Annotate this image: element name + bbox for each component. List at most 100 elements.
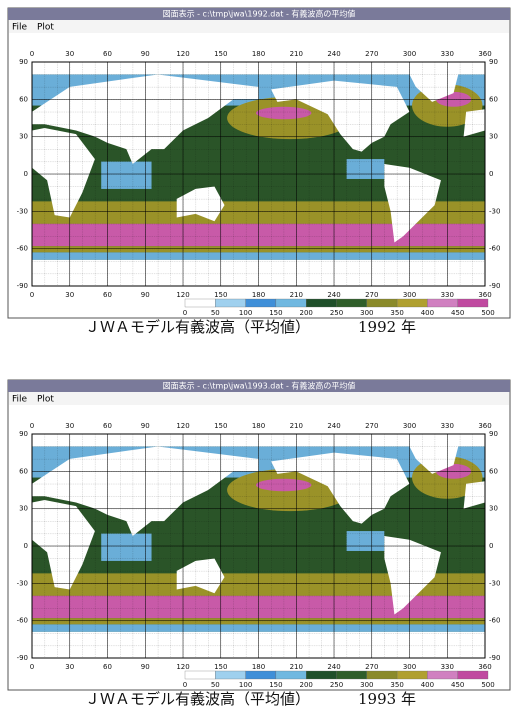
x-tick-label: 150 [214, 50, 227, 58]
y-tick-label: -30 [17, 207, 28, 215]
x-tick-label: 60 [103, 422, 112, 430]
caption: ＪＷＡモデル有義波高（平均値） [85, 690, 310, 708]
y-tick-label: 90 [19, 58, 28, 66]
colorbar-label: 50 [211, 681, 220, 689]
colorbar-label: 300 [360, 309, 373, 317]
caption-year: 1992 年 [358, 318, 416, 336]
x-tick-label: 90 [141, 50, 150, 58]
y-tick-label: 30 [19, 133, 28, 141]
y-tick-label: 90 [19, 430, 28, 438]
colorbar-label: 400 [421, 681, 434, 689]
menu-item[interactable]: Plot [37, 395, 54, 405]
x-tick-label: 120 [176, 422, 189, 430]
y-tick-label: -90 [489, 282, 500, 290]
colorbar-swatch [427, 298, 458, 308]
colorbar-swatch [275, 298, 307, 308]
x-tick-label: 240 [327, 663, 340, 671]
colorbar-swatch [275, 670, 307, 680]
x-tick-label: 210 [290, 291, 303, 299]
x-tick-label: 360 [478, 422, 491, 430]
colorbar-label: 100 [239, 309, 252, 317]
x-tick-label: 0 [30, 663, 34, 671]
colorbar-swatch [396, 670, 428, 680]
x-tick-label: 240 [327, 50, 340, 58]
colorbar-label: 0 [183, 309, 187, 317]
y-tick-label: -90 [17, 654, 28, 662]
colorbar-label: 150 [269, 309, 282, 317]
y-tick-label: 90 [489, 430, 498, 438]
colorbar-swatch [366, 298, 398, 308]
x-tick-label: 180 [252, 663, 265, 671]
colorbar-label: 350 [390, 309, 403, 317]
y-tick-label: 30 [489, 133, 498, 141]
y-tick-label: -30 [489, 207, 500, 215]
x-tick-label: 330 [441, 422, 454, 430]
colorbar-label: 250 [330, 309, 343, 317]
colorbar-label: 350 [390, 681, 403, 689]
x-tick-label: 270 [365, 291, 378, 299]
colorbar-swatch [184, 670, 216, 680]
y-tick-label: 90 [489, 58, 498, 66]
x-tick-label: 270 [365, 50, 378, 58]
x-tick-label: 330 [441, 663, 454, 671]
x-tick-label: 30 [65, 663, 74, 671]
colorbar-swatch [245, 298, 277, 308]
y-tick-label: 60 [19, 95, 28, 103]
y-tick-label: 60 [489, 95, 498, 103]
x-tick-label: 300 [403, 422, 416, 430]
x-tick-label: 300 [403, 663, 416, 671]
colorbar-swatch [427, 670, 458, 680]
colorbar-label: 500 [481, 309, 494, 317]
colorbar-label: 250 [330, 681, 343, 689]
colorbar-label: 200 [300, 681, 313, 689]
colorbar-swatch [215, 670, 246, 680]
y-tick-label: -60 [17, 617, 28, 625]
menu-item[interactable]: File [12, 395, 28, 405]
x-tick-label: 270 [365, 663, 378, 671]
y-tick-label: -90 [17, 282, 28, 290]
colorbar-label: 200 [300, 309, 313, 317]
colorbar-label: 150 [269, 681, 282, 689]
x-tick-label: 270 [365, 422, 378, 430]
colorbar-swatch [457, 670, 489, 680]
x-tick-label: 150 [214, 422, 227, 430]
colorbar-swatch [457, 298, 489, 308]
title-bar [8, 380, 510, 392]
window-title: 図面表示 - c:\tmp\jwa\1993.dat - 有義波高の平均値 [163, 381, 356, 391]
map-frame [31, 61, 486, 287]
map-frame [31, 433, 486, 659]
y-tick-label: -30 [489, 579, 500, 587]
x-tick-label: 30 [65, 422, 74, 430]
x-tick-label: 180 [252, 422, 265, 430]
x-tick-label: 210 [290, 422, 303, 430]
menu-item[interactable]: Plot [37, 23, 54, 33]
x-tick-label: 210 [290, 663, 303, 671]
colorbar-label: 300 [360, 681, 373, 689]
y-tick-label: 0 [24, 542, 28, 550]
x-tick-label: 90 [141, 422, 150, 430]
x-tick-label: 30 [65, 50, 74, 58]
x-tick-label: 180 [252, 291, 265, 299]
x-tick-label: 330 [441, 291, 454, 299]
y-tick-label: 30 [489, 505, 498, 513]
colorbar-swatch [184, 298, 216, 308]
x-tick-label: 300 [403, 50, 416, 58]
colorbar-label: 0 [183, 681, 187, 689]
colorbar-swatch [366, 670, 398, 680]
y-tick-label: -60 [489, 617, 500, 625]
colorbar-label: 450 [451, 309, 464, 317]
colorbar-label: 100 [239, 681, 252, 689]
y-tick-label: -90 [489, 654, 500, 662]
x-tick-label: 120 [176, 50, 189, 58]
x-tick-label: 60 [103, 663, 112, 671]
x-tick-label: 300 [403, 291, 416, 299]
x-tick-label: 30 [65, 291, 74, 299]
menu-item[interactable]: File [12, 23, 28, 33]
x-tick-label: 0 [30, 291, 34, 299]
x-tick-label: 330 [441, 50, 454, 58]
y-tick-label: 60 [489, 467, 498, 475]
y-tick-label: 0 [24, 170, 28, 178]
y-tick-label: -60 [489, 245, 500, 253]
x-tick-label: 180 [252, 50, 265, 58]
x-tick-label: 0 [30, 50, 34, 58]
